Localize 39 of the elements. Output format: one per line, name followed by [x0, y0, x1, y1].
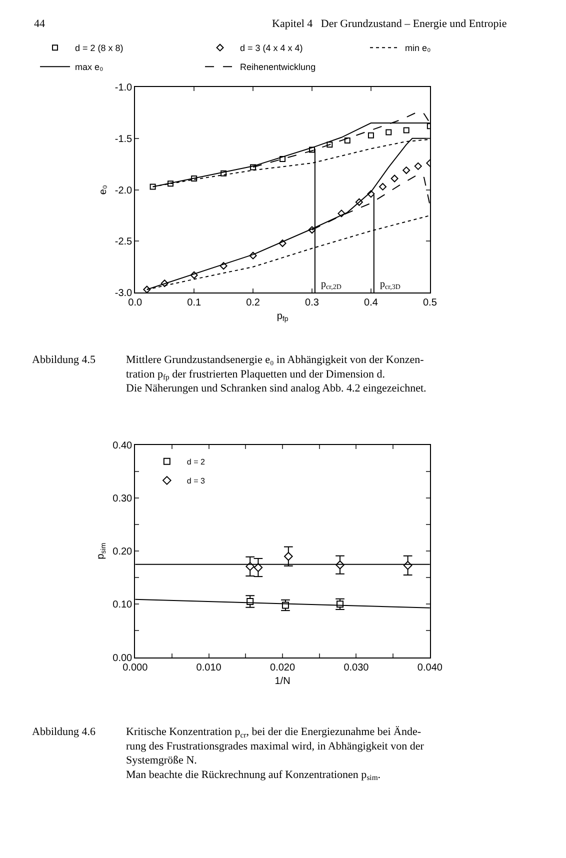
x-tick-label: 0.2: [246, 298, 260, 309]
text: Abbildung 4.6: [32, 726, 96, 738]
legend-label: d = 2: [186, 458, 206, 467]
y-axis-title: e₀: [98, 184, 109, 195]
x-tick-label: 0.040: [417, 662, 443, 674]
y-tick-label: -2.0: [114, 185, 133, 196]
legend-label: d = 2 (8 x 8): [75, 43, 124, 54]
x-tick-label: 0.000: [122, 662, 148, 674]
text: Mittlere Grundzustandsenergie e₀ in Abhängigkeit von der Konzen- tration p$_{fp}$ der frustrierten Plaquetten und der Dimension d. Die Näherungen und Schranken sind analog Abb. 4.2 eingezeichnet.: [126, 354, 427, 395]
x-axis-title: p$_{fp}$: [276, 311, 288, 324]
text: 44: [34, 18, 46, 30]
legend-label: d = 3 (4 x 4 x 4): [240, 43, 303, 54]
text: Kritische Konzentration p$_{cr}$, bei der die Energiezunahme bei Ände- rung des Frustrationsgrades maximal wird, in Abhängigkeit von der Systemgröße N. Man beachte die Rückrechnung auf Konzentrationen p$_{sim}$.: [126, 726, 424, 782]
y-tick-label: -1.0: [114, 82, 133, 94]
annotation: p$_{cr,3D}$: [380, 279, 400, 292]
text: Abbildung 4.5: [32, 354, 96, 366]
x-tick-label: 0.030: [344, 662, 370, 674]
y-tick-label: 0.20: [112, 546, 133, 558]
x-tick-label: 0.0: [128, 298, 143, 309]
y-tick-label: 0.00: [112, 652, 133, 664]
y-tick-label: -3.0: [114, 288, 133, 300]
legend-label: Reihenentwicklung: [240, 62, 316, 72]
annotation: p$_{cr,2D}$: [321, 279, 342, 292]
x-tick-label: 0.1: [187, 298, 202, 309]
y-tick-label: 0.40: [112, 440, 133, 452]
y-tick-label: 0.10: [112, 600, 133, 611]
x-tick-label: 0.020: [270, 662, 296, 674]
text: Kapitel 4 Der Grundzustand – Energie und Entropie: [272, 18, 507, 30]
x-tick-label: 0.4: [364, 298, 378, 309]
legend-label: d = 3: [186, 476, 206, 486]
legend-label: max e₀: [75, 62, 104, 72]
x-tick-label: 0.010: [196, 662, 222, 674]
y-tick-label: -1.5: [114, 134, 133, 145]
y-tick-label: -2.5: [114, 236, 133, 248]
x-axis-title: 1/N: [274, 676, 290, 687]
x-tick-label: 0.5: [422, 298, 438, 309]
legend-label: min e₀: [405, 43, 432, 54]
y-tick-label: 0.30: [112, 493, 133, 504]
x-tick-label: 0.3: [305, 298, 320, 309]
